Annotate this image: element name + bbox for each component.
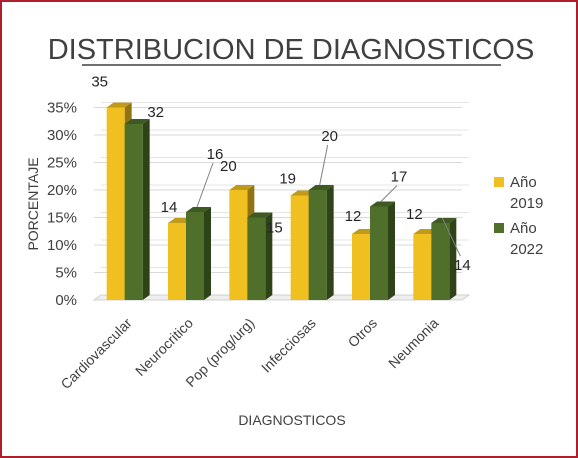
data-label: 20 — [220, 158, 237, 175]
data-label: 32 — [147, 104, 164, 121]
legend-label: Año — [510, 174, 537, 191]
data-label: 16 — [207, 146, 224, 163]
data-label: 15 — [266, 220, 283, 237]
bar-top — [124, 119, 150, 124]
leader-line — [441, 217, 461, 257]
data-label: 14 — [161, 199, 178, 216]
y-tick-label: 15% — [47, 210, 77, 227]
data-label: 12 — [406, 206, 423, 223]
y-tick-label: 0% — [55, 292, 77, 309]
bar-side — [142, 119, 150, 300]
legend-swatch — [494, 177, 504, 187]
y-tick-label: 35% — [47, 100, 77, 117]
legend-label: 2019 — [510, 195, 543, 212]
bar-top — [229, 185, 255, 190]
legend-swatch — [494, 223, 504, 233]
chart-floor — [92, 294, 471, 301]
data-label: 12 — [345, 208, 362, 225]
bar-front — [124, 124, 143, 300]
bar-side — [449, 218, 457, 300]
bar-front — [290, 195, 309, 300]
y-axis-title: PORCENTAJE — [25, 157, 41, 250]
category-label: Infecciosas — [258, 315, 319, 376]
bar-front — [413, 234, 432, 300]
y-tick-label: 25% — [47, 155, 77, 172]
bar-front — [308, 190, 327, 300]
y-tick-label: 20% — [47, 182, 77, 199]
bar-front — [186, 212, 204, 300]
data-label: 20 — [321, 128, 338, 145]
leader-line — [380, 185, 398, 202]
bar-side — [204, 207, 211, 300]
bar-top — [106, 102, 132, 108]
bar-side — [265, 212, 273, 300]
bar-top — [370, 201, 395, 207]
bar-front — [168, 223, 186, 300]
category-label: Otros — [345, 315, 381, 351]
y-tick-label: 30% — [47, 127, 77, 144]
data-label: 35 — [91, 74, 108, 91]
bar-front — [352, 234, 370, 300]
bar-top — [186, 207, 211, 212]
y-tick-labels: 0% 5% 10% 15% 20% 25% 30% 35% — [47, 100, 77, 310]
category-label: Neumonia — [385, 315, 442, 372]
x-axis-title: DIAGNOSTICOS — [238, 412, 345, 428]
bar — [124, 119, 150, 300]
gridlines — [94, 102, 469, 301]
data-label: 17 — [391, 169, 408, 186]
bar — [431, 218, 457, 300]
legend-label: Año — [510, 220, 537, 237]
data-label: 14 — [454, 257, 471, 274]
bars — [106, 102, 457, 300]
leader-line — [196, 162, 214, 208]
bar-front — [370, 206, 388, 300]
data-label: 19 — [279, 171, 296, 188]
bar-top — [247, 212, 273, 218]
category-label: Cardiovascular — [57, 315, 135, 393]
bar-front — [247, 217, 266, 300]
bar-front — [431, 223, 450, 300]
bar-side — [326, 185, 334, 300]
y-tick-label: 10% — [47, 237, 77, 254]
bar-front — [106, 107, 125, 300]
bar-front — [229, 190, 248, 300]
bar — [186, 207, 211, 300]
chart-title: DISTRIBUCION DE DIAGNOSTICOS — [48, 34, 535, 66]
leader-line — [319, 144, 329, 186]
y-tick-label: 5% — [55, 265, 77, 282]
floor-plane — [92, 294, 471, 301]
bar — [370, 201, 395, 300]
bar — [247, 212, 273, 300]
bar-top — [308, 185, 334, 190]
bar — [308, 185, 334, 300]
legend-label: 2022 — [510, 241, 543, 258]
legend: Año 2019 Año 2022 — [494, 174, 543, 258]
bar-side — [388, 201, 395, 300]
category-label: Neurocritico — [132, 315, 196, 379]
